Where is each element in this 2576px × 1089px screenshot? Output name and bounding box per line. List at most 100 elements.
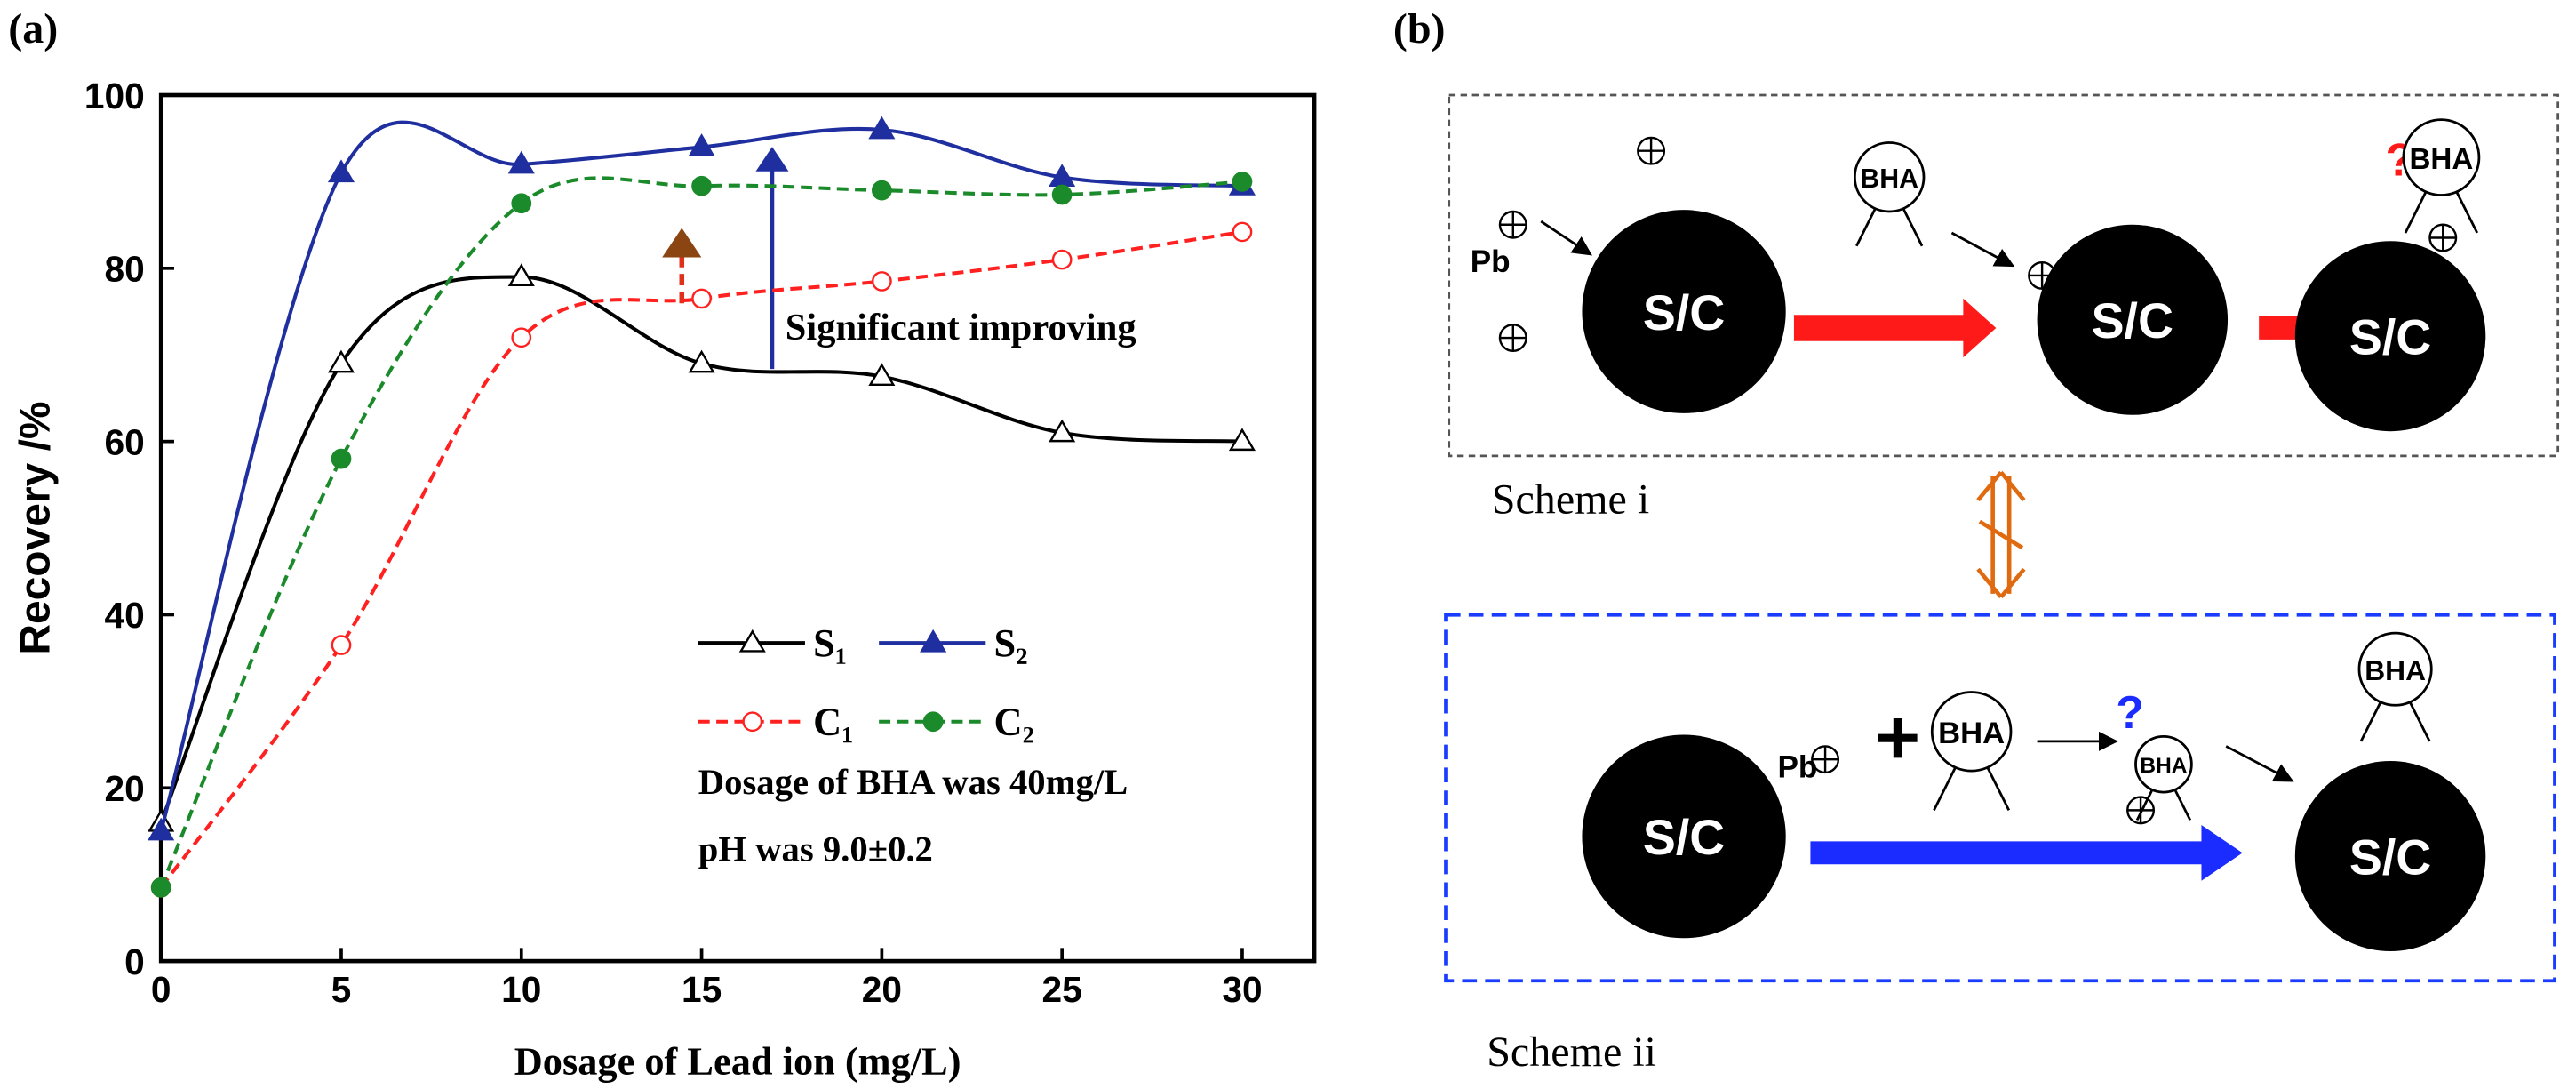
ion-label: Pb (1777, 750, 1817, 785)
cation (2126, 796, 2156, 825)
y-tick-label: 40 (104, 595, 144, 636)
marker (872, 271, 892, 292)
collector (1853, 141, 1926, 213)
marker (691, 175, 712, 196)
particle (2294, 761, 2486, 952)
y-tick-label: 60 (104, 421, 144, 462)
marker (1228, 428, 1256, 452)
legend-label: C₁ (813, 701, 853, 744)
annotation: pH was 9.0±0.2 (698, 829, 933, 869)
marker (150, 877, 171, 898)
arrow (1950, 231, 2015, 268)
cation (1637, 136, 1666, 165)
marker (1232, 172, 1253, 192)
x-tick-label: 10 (501, 969, 541, 1010)
marker (507, 263, 535, 286)
scheme-box (1448, 93, 2560, 458)
collector (2402, 118, 2481, 196)
y-tick-label: 100 (84, 76, 145, 116)
x-tick-label: 20 (862, 969, 902, 1010)
series-line (159, 275, 1243, 823)
legend-label: S₂ (994, 621, 1028, 665)
particle (2294, 241, 2486, 432)
particle-label: S/C (1643, 810, 1725, 865)
series-line (159, 176, 1243, 889)
collector-legs (2135, 789, 2192, 821)
marker (738, 629, 766, 653)
collector-label: BHA (1860, 164, 1918, 194)
y-axis-label: Recovery /% (12, 401, 59, 654)
marker (1051, 184, 1073, 205)
arrow (2225, 745, 2294, 782)
collector-legs (2404, 190, 2479, 234)
collector (2357, 631, 2433, 707)
marker (1051, 249, 1073, 270)
collector-label: BHA (2409, 143, 2473, 176)
ion-label: Pb (1471, 244, 1511, 279)
marker (688, 349, 715, 373)
diagram: Pb Pb ? ? Scheme i Scheme ii S/C S/C S/CBH… (1444, 93, 2560, 1076)
x-tick-label: 25 (1042, 969, 1082, 1010)
collector-legs (1933, 766, 2011, 811)
y-tick-label: 0 (124, 941, 145, 982)
collector-label: BHA (1938, 717, 2005, 750)
arrow (1810, 824, 2243, 881)
marker (327, 159, 355, 183)
collector (2134, 734, 2193, 794)
x-tick-label: 15 (682, 969, 722, 1010)
particle (1582, 734, 1786, 939)
x-tick-label: 0 (151, 969, 171, 1010)
particle-label: S/C (1643, 285, 1725, 340)
series-line (159, 229, 1243, 889)
marker (868, 363, 896, 387)
cation (1498, 210, 1527, 239)
marker (691, 288, 712, 309)
marker (742, 711, 763, 733)
marker (1232, 221, 1253, 243)
y-tick-label: 20 (104, 768, 144, 809)
marker (920, 629, 947, 653)
collector (1930, 691, 2013, 773)
collector-legs (2359, 701, 2431, 742)
plus-sign (1878, 718, 1918, 758)
scheme-caption: Scheme i (1492, 476, 1649, 523)
double-arrow (1976, 470, 2026, 599)
x-axis-label: Dosage of Lead ion (mg/L) (514, 1039, 961, 1083)
panel-label: (b) (1393, 5, 1446, 52)
marker (872, 180, 892, 201)
arrow (1540, 220, 1592, 256)
scheme-box (1444, 613, 2556, 983)
marker (148, 817, 175, 841)
legend-label: C₂ (994, 701, 1034, 744)
collector-legs (1855, 207, 1924, 247)
marker (331, 635, 352, 655)
legend-label: S₁ (813, 621, 847, 665)
y-tick-label: 80 (104, 249, 144, 290)
x-tick-label: 30 (1222, 969, 1262, 1010)
cation (2428, 223, 2458, 252)
particle-label: S/C (2349, 829, 2431, 885)
collector-label: BHA (2365, 654, 2426, 686)
panel-label: (a) (8, 5, 58, 52)
marker (331, 448, 352, 469)
arrow (1793, 298, 1997, 358)
marker (327, 349, 355, 373)
marker (868, 116, 896, 140)
scheme-caption: Scheme ii (1487, 1029, 1656, 1076)
particle-label: S/C (2092, 293, 2173, 348)
particle (2037, 224, 2229, 415)
series-line (159, 120, 1243, 832)
marker (688, 133, 715, 156)
marker (511, 193, 532, 214)
marker (922, 711, 944, 733)
question-mark: ? (2116, 686, 2144, 738)
plot-frame (158, 92, 1317, 964)
annotation: Dosage of BHA was 40mg/L (698, 762, 1128, 802)
marker (1049, 419, 1076, 443)
marker (507, 150, 535, 174)
cation (1498, 324, 1527, 353)
particle-label: S/C (2349, 310, 2431, 365)
annotation: Significant improving (786, 307, 1136, 348)
